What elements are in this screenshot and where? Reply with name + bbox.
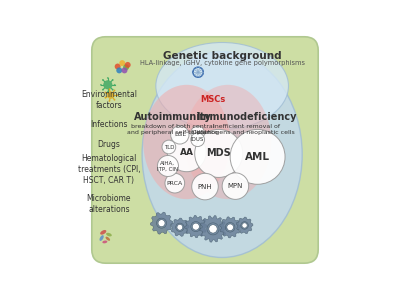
- Text: MSCs: MSCs: [200, 95, 226, 104]
- Circle shape: [114, 84, 116, 86]
- Text: Infections: Infections: [90, 120, 128, 129]
- Circle shape: [119, 60, 125, 66]
- Text: Autoimmunity: Autoimmunity: [134, 112, 212, 122]
- Ellipse shape: [106, 233, 112, 236]
- Circle shape: [107, 91, 114, 99]
- Circle shape: [171, 126, 189, 144]
- Text: HLA-linkage, IGHV, cytokine gene polymorphisms: HLA-linkage, IGHV, cytokine gene polymor…: [140, 60, 305, 66]
- Text: AIHA,
ITP, CIN: AIHA, ITP, CIN: [157, 161, 178, 171]
- Circle shape: [192, 173, 218, 200]
- Circle shape: [100, 84, 102, 86]
- Circle shape: [122, 67, 128, 73]
- Circle shape: [222, 173, 249, 199]
- Text: Environmental
factors: Environmental factors: [81, 90, 137, 110]
- Ellipse shape: [184, 85, 271, 199]
- Polygon shape: [185, 215, 207, 238]
- FancyBboxPatch shape: [92, 37, 318, 263]
- Circle shape: [104, 97, 106, 99]
- Circle shape: [112, 89, 114, 91]
- Circle shape: [108, 89, 110, 90]
- Text: breakdown of both central
and peripheral self-tolerance: breakdown of both central and peripheral…: [128, 124, 218, 135]
- Text: AML: AML: [245, 152, 270, 162]
- Ellipse shape: [156, 42, 288, 129]
- Text: PNH: PNH: [198, 184, 212, 189]
- Circle shape: [191, 133, 204, 146]
- Ellipse shape: [100, 230, 106, 235]
- Ellipse shape: [100, 235, 104, 241]
- Circle shape: [108, 100, 110, 102]
- Circle shape: [167, 133, 206, 172]
- Circle shape: [116, 67, 122, 73]
- Circle shape: [107, 91, 109, 93]
- Text: Drugs: Drugs: [98, 140, 120, 149]
- Circle shape: [125, 62, 131, 68]
- Text: MDS: MDS: [206, 148, 231, 158]
- Circle shape: [102, 89, 104, 91]
- Circle shape: [227, 224, 234, 230]
- Ellipse shape: [143, 85, 230, 199]
- Text: LGL: LGL: [174, 132, 186, 138]
- Circle shape: [123, 64, 129, 70]
- Text: Immunodeficiency: Immunodeficiency: [196, 112, 296, 122]
- Text: IDUS: IDUS: [191, 137, 204, 142]
- Text: TLD: TLD: [164, 145, 174, 149]
- Circle shape: [230, 129, 285, 184]
- Ellipse shape: [106, 237, 110, 241]
- Text: PRCA: PRCA: [167, 181, 183, 186]
- Circle shape: [116, 94, 118, 96]
- Circle shape: [191, 126, 204, 140]
- Circle shape: [158, 155, 178, 176]
- Text: ICUS: ICUS: [191, 130, 204, 135]
- Circle shape: [209, 225, 217, 233]
- Ellipse shape: [142, 52, 302, 257]
- Circle shape: [102, 79, 104, 81]
- Text: MPN: MPN: [228, 183, 243, 189]
- Circle shape: [242, 223, 247, 228]
- Text: AA: AA: [180, 148, 194, 157]
- Circle shape: [115, 64, 121, 69]
- Text: Hematological
treatments (CPI,
HSCT, CAR T): Hematological treatments (CPI, HSCT, CAR…: [78, 154, 140, 185]
- Text: Genetic background: Genetic background: [163, 51, 282, 61]
- Polygon shape: [236, 217, 253, 234]
- Circle shape: [192, 223, 199, 230]
- Circle shape: [195, 129, 243, 177]
- Text: Microbiome
alterations: Microbiome alterations: [87, 194, 131, 214]
- Circle shape: [114, 89, 116, 91]
- Text: inefficient removal of
pathogens and neoplastic cells: inefficient removal of pathogens and neo…: [197, 124, 295, 135]
- Ellipse shape: [102, 241, 107, 243]
- Circle shape: [165, 173, 185, 193]
- Circle shape: [112, 79, 114, 81]
- Circle shape: [114, 99, 116, 101]
- Circle shape: [158, 220, 165, 227]
- Polygon shape: [171, 218, 189, 236]
- Circle shape: [162, 140, 176, 154]
- Polygon shape: [220, 217, 241, 238]
- Circle shape: [177, 225, 183, 230]
- Circle shape: [103, 80, 112, 89]
- Polygon shape: [150, 212, 173, 234]
- Circle shape: [104, 91, 106, 94]
- Circle shape: [107, 77, 109, 79]
- Polygon shape: [200, 216, 226, 242]
